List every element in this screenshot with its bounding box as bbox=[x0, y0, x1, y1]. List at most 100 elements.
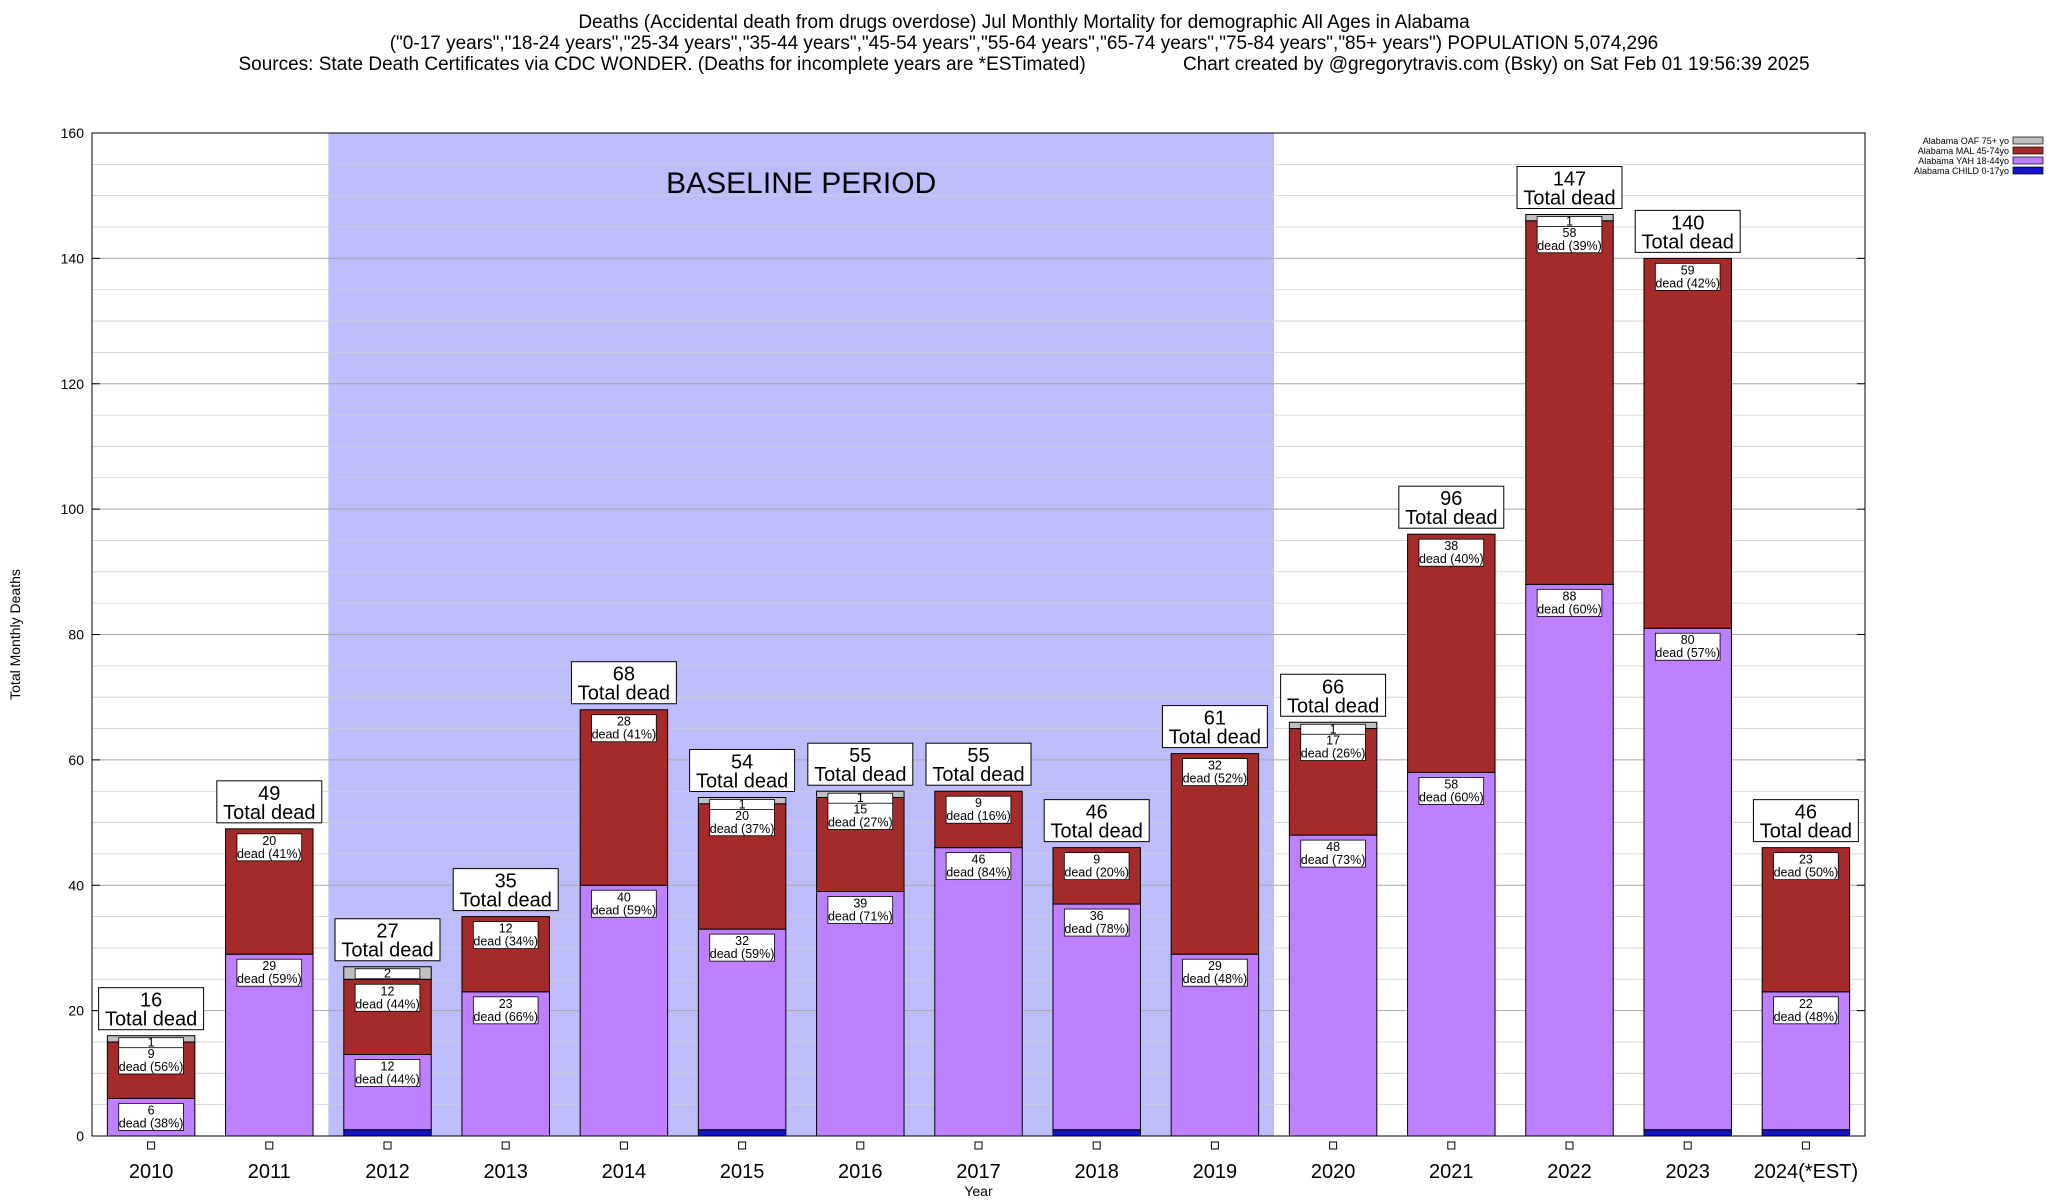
segment-label-box bbox=[709, 933, 775, 962]
segment-value-label: 20 bbox=[735, 809, 749, 823]
x-marker bbox=[1210, 1141, 1219, 1150]
segment-value-label: 36 bbox=[1090, 909, 1104, 923]
segment-percent-label: dead (27%) bbox=[828, 815, 893, 829]
segment-label-box bbox=[354, 1059, 421, 1087]
segment-label-box bbox=[1418, 777, 1485, 805]
legend-swatch bbox=[2012, 146, 2044, 155]
segment-percent-label: dead (56%) bbox=[119, 1060, 184, 1074]
segment-label-box bbox=[945, 852, 1012, 881]
segment-label-box bbox=[591, 889, 657, 918]
segment-percent-label: dead (26%) bbox=[1301, 747, 1366, 761]
segment-percent-label: dead (38%) bbox=[119, 1116, 184, 1130]
legend-label: Alabama YAH 18-44yo bbox=[1918, 156, 2009, 166]
segment-value-label: 23 bbox=[1799, 853, 1813, 867]
total-label-box bbox=[334, 918, 441, 962]
segment-percent-label: dead (34%) bbox=[473, 935, 538, 949]
total-value-label: 140 bbox=[1671, 212, 1704, 234]
legend-label: Alabama MAL 45-74yo bbox=[1918, 146, 2009, 156]
bar-segment bbox=[1288, 834, 1378, 1137]
y-tick-label: 40 bbox=[68, 877, 84, 893]
segment-label-box bbox=[1773, 996, 1839, 1025]
total-suffix-label: Total dead bbox=[696, 770, 788, 792]
segment-label-box bbox=[472, 921, 539, 949]
segment-percent-label: dead (39%) bbox=[1537, 239, 1602, 253]
segment-label-box bbox=[118, 1037, 184, 1049]
x-marker bbox=[1092, 1141, 1101, 1150]
segment-percent-label: dead (41%) bbox=[237, 847, 302, 861]
segment-label-box bbox=[709, 808, 775, 837]
segment-percent-label: dead (59%) bbox=[710, 947, 775, 961]
total-label-box bbox=[1161, 705, 1268, 749]
chart-subtitle: ("0-17 years","18-24 years","25-34 years… bbox=[389, 33, 1659, 54]
total-label-box bbox=[1516, 165, 1623, 209]
segment-label-box bbox=[1418, 538, 1485, 567]
total-label-box bbox=[98, 987, 205, 1031]
total-suffix-label: Total dead bbox=[1405, 507, 1497, 529]
segment-percent-label: dead (44%) bbox=[355, 1073, 420, 1087]
bar-segment bbox=[1052, 1129, 1141, 1137]
total-value-label: 61 bbox=[1204, 708, 1226, 730]
x-marker bbox=[1565, 1141, 1574, 1150]
segment-value-label: 12 bbox=[499, 922, 513, 936]
bar-segment bbox=[934, 847, 1023, 1137]
total-suffix-label: Total dead bbox=[341, 940, 433, 962]
segment-label-box bbox=[827, 802, 894, 830]
segment-percent-label: dead (37%) bbox=[710, 822, 775, 836]
total-label-box bbox=[570, 661, 677, 705]
total-value-label: 35 bbox=[495, 871, 517, 893]
total-label-box bbox=[925, 742, 1032, 786]
segment-label-box bbox=[354, 983, 421, 1012]
oaf-value-label: 1 bbox=[857, 791, 864, 805]
x-tick-label: 2017 bbox=[956, 1161, 1001, 1183]
total-suffix-label: Total dead bbox=[1287, 695, 1379, 717]
bar-segment bbox=[1525, 220, 1614, 585]
total-suffix-label: Total dead bbox=[1523, 187, 1615, 209]
y-tick-label: 140 bbox=[61, 250, 85, 266]
bar-segment bbox=[343, 1129, 432, 1137]
bar-segment bbox=[1761, 1129, 1851, 1137]
bar-segment bbox=[1170, 753, 1260, 955]
x-marker bbox=[501, 1141, 510, 1150]
segment-label-box bbox=[1300, 839, 1366, 868]
segment-value-label: 80 bbox=[1681, 633, 1695, 647]
segment-label-box bbox=[472, 996, 539, 1025]
legend-label: Alabama OAF 75+ yo bbox=[1923, 136, 2009, 146]
x-marker bbox=[619, 1141, 628, 1150]
x-tick-label: 2020 bbox=[1311, 1161, 1356, 1183]
segment-value-label: 22 bbox=[1799, 997, 1813, 1011]
segment-value-label: 88 bbox=[1563, 589, 1577, 603]
oaf-value-label: 1 bbox=[739, 797, 746, 811]
y-tick-label: 100 bbox=[61, 501, 85, 517]
x-marker bbox=[383, 1141, 392, 1150]
x-tick-label: 2011 bbox=[248, 1161, 291, 1183]
segment-label-box bbox=[945, 795, 1012, 824]
segment-value-label: 9 bbox=[148, 1047, 155, 1061]
segment-value-label: 59 bbox=[1681, 263, 1695, 277]
segment-value-label: 17 bbox=[1326, 734, 1340, 748]
segment-label-box bbox=[709, 799, 775, 810]
legend-swatch bbox=[2012, 156, 2044, 165]
segment-percent-label: dead (57%) bbox=[1655, 646, 1720, 660]
total-value-label: 49 bbox=[258, 783, 280, 805]
x-marker bbox=[974, 1141, 983, 1150]
bar-segment bbox=[1052, 903, 1141, 1131]
total-suffix-label: Total dead bbox=[1760, 821, 1852, 843]
segment-value-label: 48 bbox=[1326, 840, 1340, 854]
x-tick-label: 2022 bbox=[1547, 1161, 1592, 1183]
total-suffix-label: Total dead bbox=[460, 890, 552, 912]
total-suffix-label: Total dead bbox=[814, 764, 906, 786]
segment-label-box bbox=[827, 896, 894, 924]
segment-percent-label: dead (50%) bbox=[1774, 866, 1839, 880]
x-tick-label: 2015 bbox=[720, 1161, 765, 1183]
total-value-label: 27 bbox=[376, 921, 398, 943]
oaf-value-label: 1 bbox=[148, 1036, 155, 1050]
total-suffix-label: Total dead bbox=[578, 683, 670, 705]
segment-percent-label: dead (16%) bbox=[946, 809, 1011, 823]
segment-value-label: 6 bbox=[148, 1103, 155, 1117]
y-axis-title: Total Monthly Deaths bbox=[7, 569, 23, 700]
x-marker bbox=[1801, 1141, 1810, 1150]
segment-label-box bbox=[118, 1102, 184, 1131]
bar-segment bbox=[1407, 771, 1496, 1137]
bar-segment bbox=[1525, 583, 1614, 1137]
